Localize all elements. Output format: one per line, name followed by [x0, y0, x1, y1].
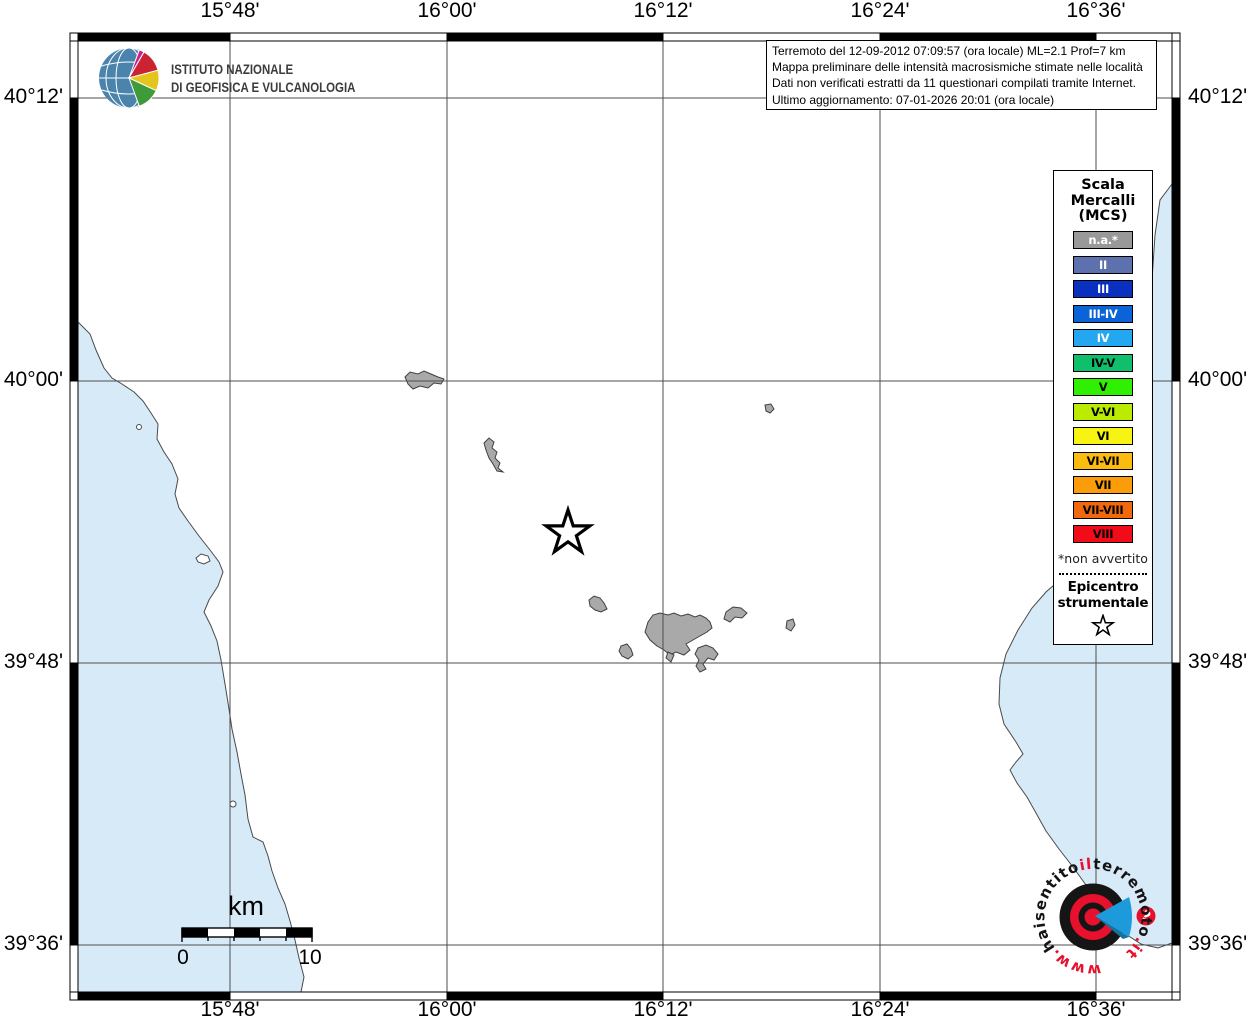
info-line-data: Dati non verificati estratti da 11 quest…	[772, 76, 1136, 91]
scale-bar: km 0 10	[177, 891, 322, 969]
frame-segment	[69, 32, 79, 42]
legend-swatch: VIII	[1073, 525, 1133, 543]
brand-site-segment: il	[1078, 855, 1093, 875]
map-frame	[69, 32, 1181, 1001]
frame-segment	[69, 380, 79, 664]
frame-segment	[1171, 662, 1181, 946]
megaphone-icon	[1095, 897, 1132, 937]
ingv-line2: DI GEOFISICA E VULCANOLOGIA	[171, 80, 356, 95]
frame-segment	[69, 97, 79, 382]
info-line-event: Terremoto del 12-09-2012 07:09:57 (ora l…	[772, 44, 1126, 58]
legend-swatch: III-IV	[1073, 304, 1133, 323]
ingv-wordmark: ISTITUTO NAZIONALE DI GEOFISICA E VULCAN…	[171, 61, 355, 97]
legend-swatch: V-VI	[1073, 402, 1133, 421]
earthquake-info-box: Terremoto del 12-09-2012 07:09:57 (ora l…	[766, 40, 1157, 110]
axis-label-bottom: 16°36'	[1066, 998, 1126, 1021]
axis-label-top: 16°36'	[1066, 0, 1126, 22]
frame-segment	[1171, 40, 1181, 99]
legend-epicenter-1: Epicentro	[1067, 579, 1139, 595]
intensity-legend: Scala Mercalli (MCS) n.a.* II III III-IV IV I…	[1053, 170, 1153, 645]
question-badge	[1136, 906, 1156, 926]
axis-label-top: 16°24'	[850, 0, 910, 22]
frame-segment	[1171, 944, 1181, 993]
axis-label-bottom: 16°00'	[417, 998, 477, 1021]
land-area	[78, 41, 1172, 992]
scale-bar-end: 10	[298, 946, 321, 969]
scale-bar-start: 0	[177, 946, 189, 969]
legend-swatch: IV-V	[1073, 353, 1133, 372]
legend-separator	[1059, 573, 1147, 575]
legend-swatch: V	[1073, 378, 1133, 396]
axis-label-left: 39°36'	[3, 932, 63, 955]
axis-label-bottom: 15°48'	[200, 998, 260, 1021]
frame-segment	[1171, 32, 1181, 42]
legend-swatch: III	[1073, 280, 1133, 298]
legend-swatch: IV	[1073, 329, 1133, 347]
axis-label-bottom: 16°12'	[633, 998, 693, 1021]
frame-segment	[69, 40, 79, 99]
frame-segment	[1171, 97, 1181, 382]
frame-segment	[77, 32, 231, 42]
frame-segment	[1171, 991, 1181, 1001]
legend-title-2: Mercalli	[1070, 192, 1136, 209]
axis-label-right: 40°00'	[1188, 368, 1248, 391]
axis-label-left: 40°00'	[3, 368, 63, 391]
legend-swatch: n.a.*	[1073, 231, 1133, 249]
ingv-globe-logo	[99, 47, 160, 109]
legend-swatch: VII	[1073, 476, 1133, 494]
locality-polygons	[404, 370, 796, 673]
axis-label-top: 16°00'	[417, 0, 477, 22]
axis-label-right: 40°12'	[1188, 85, 1248, 108]
axis-label-top: 15°48'	[200, 0, 260, 22]
axis-label-right: 39°48'	[1188, 650, 1248, 673]
legend-epicenter-2: strumentale	[1057, 594, 1149, 611]
axis-label-bottom: 16°24'	[850, 998, 910, 1021]
small-islands	[136, 424, 237, 808]
legend-star-icon	[1092, 614, 1114, 636]
frame-segment	[446, 32, 664, 42]
frame-segment	[1171, 380, 1181, 664]
axis-label-left: 39°48'	[3, 650, 63, 673]
ingv-line1: ISTITUTO NAZIONALE	[171, 62, 294, 77]
legend-title-3: (MCS)	[1078, 208, 1128, 224]
legend-swatch: VII-VIII	[1073, 500, 1133, 519]
legend-levels: n.a.* II III III-IV IV IV-V V V-VI VI VI-VII VII VI…	[1054, 231, 1152, 543]
axis-label-left: 40°12'	[3, 85, 63, 108]
axis-label-top: 16°12'	[633, 0, 693, 22]
legend-swatch: II	[1073, 255, 1133, 274]
scale-bar-unit: km	[228, 891, 264, 921]
axis-label-right: 39°36'	[1188, 932, 1248, 955]
frame-segment	[69, 991, 79, 1001]
legend-title-1: Scala	[1081, 177, 1125, 193]
frame-segment	[69, 662, 79, 946]
frame-segment	[69, 944, 79, 993]
info-line-map: Mappa preliminare delle intensità macros…	[772, 60, 1143, 75]
sea-west	[77, 320, 305, 993]
legend-swatch: VI	[1073, 427, 1133, 445]
legend-footnote: *non avvertito	[1058, 551, 1148, 566]
frame-segment	[229, 32, 448, 42]
legend-swatch: VI-VII	[1073, 451, 1133, 470]
info-line-update: Ultimo aggiornamento: 07-01-2026 20:01 (…	[772, 92, 1055, 107]
